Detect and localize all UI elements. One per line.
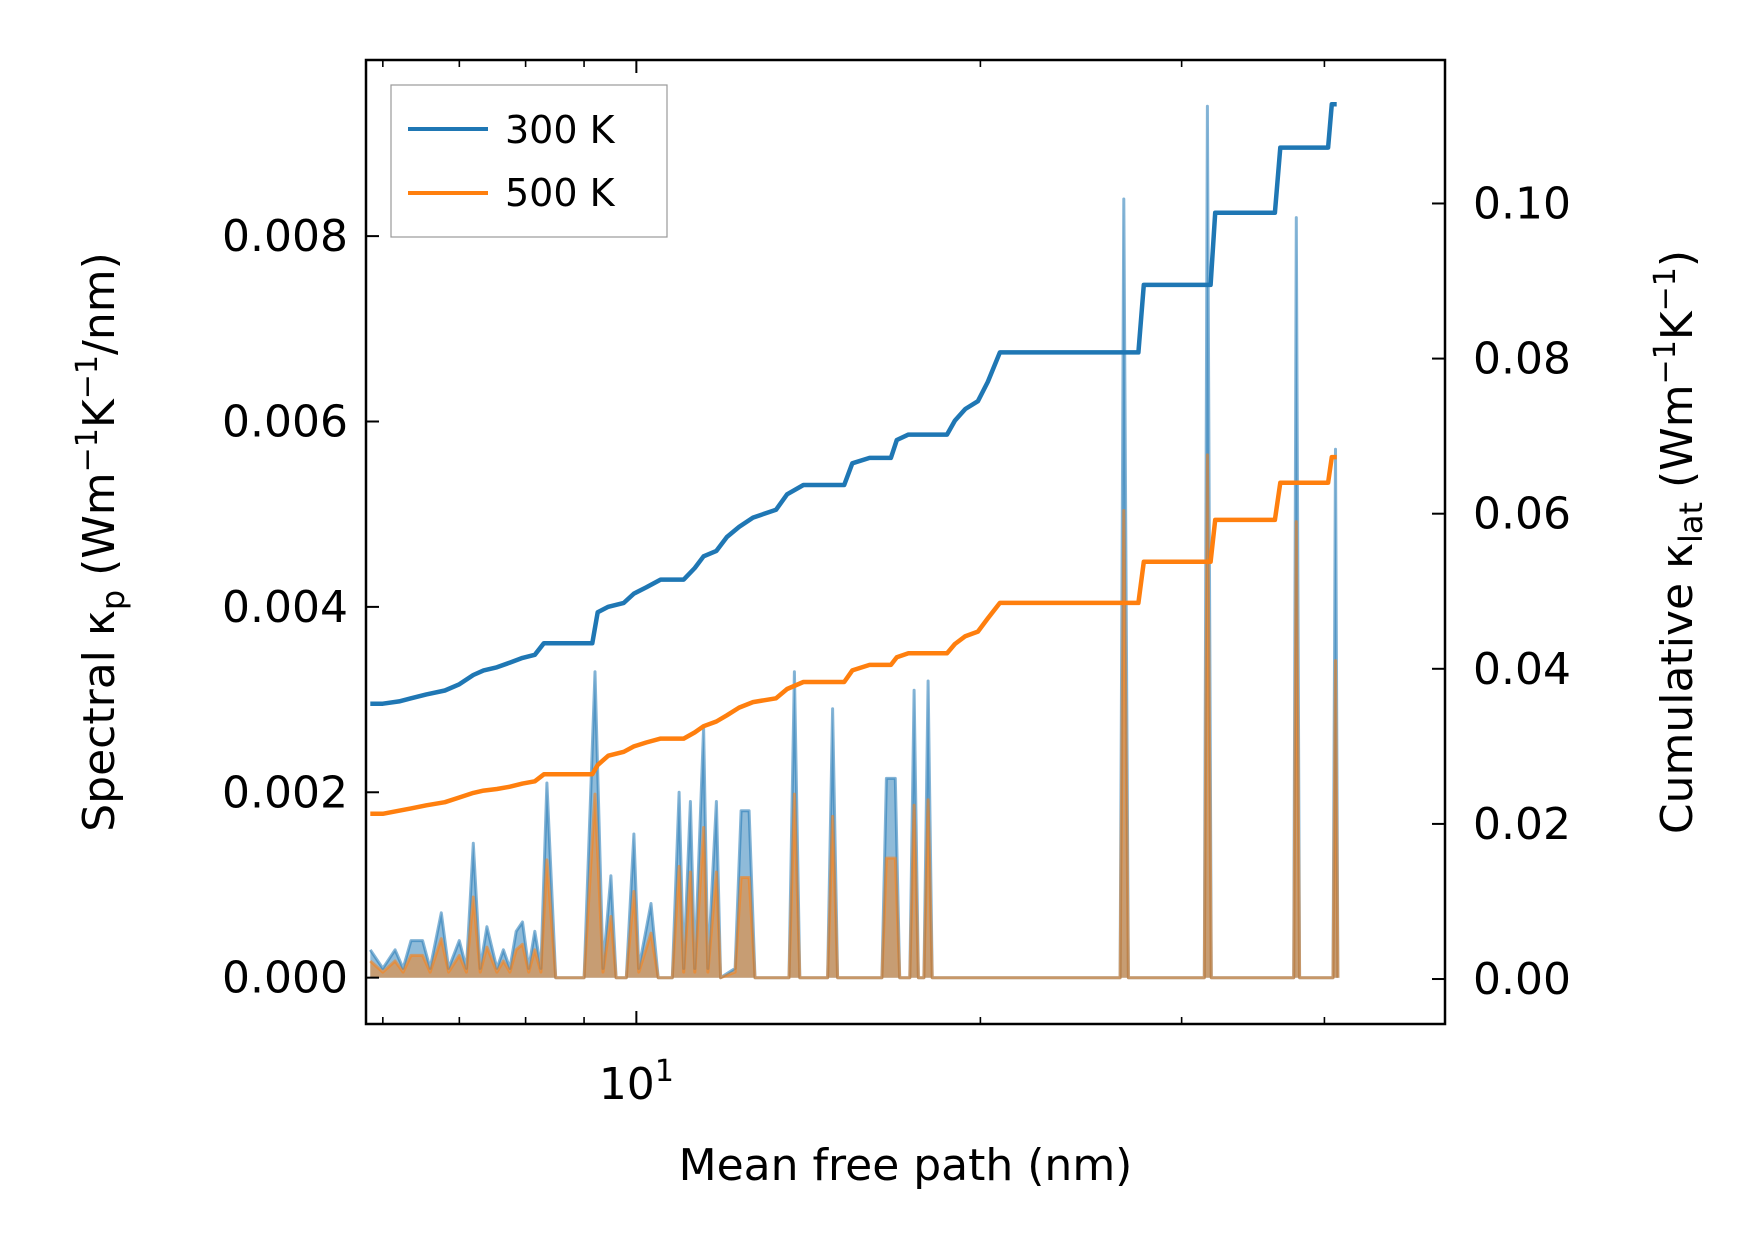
x-tick-label: 101: [599, 1054, 674, 1110]
left-label-sub: p: [94, 590, 132, 610]
left-label-units-mid: K: [74, 398, 125, 428]
left-tick-label: 0.002: [222, 767, 348, 818]
axis-ticks: [366, 60, 1445, 1024]
left-tick-label: 0.004: [222, 582, 348, 633]
tick-labels: 0.000 0.002 0.004 0.006 0.008 0.00 0.02 0.04 0.0…: [222, 178, 1571, 1110]
x-axis-label: Mean free path (nm): [679, 1140, 1133, 1191]
right-label-units-prefix: (Wm: [1652, 384, 1703, 502]
legend-box: [390, 84, 668, 238]
legend: 300 K 500 K: [390, 84, 668, 238]
left-label-units-prefix: (Wm: [74, 472, 125, 590]
right-tick-label: 0.04: [1473, 644, 1571, 695]
left-label-exp1: −1: [70, 428, 105, 472]
right-tick-label: 0.02: [1473, 799, 1571, 850]
right-tick-label: 0.08: [1473, 334, 1571, 385]
spectral-line-500k: [369, 453, 1340, 980]
legend-label-500k: 500 K: [505, 171, 616, 215]
right-y-axis-label: Cumulative κlat (Wm−1K−1): [1648, 250, 1710, 834]
right-tick-label: 0.10: [1473, 178, 1571, 229]
left-label-main: Spectral κ: [74, 610, 125, 832]
left-label-exp2: −1: [70, 355, 105, 399]
cumulative-line-300k: [370, 101, 1337, 706]
right-tick-label: 0.00: [1473, 954, 1571, 1005]
right-label-main: Cumulative κ: [1652, 543, 1703, 834]
cumulative-lines: [370, 101, 1337, 817]
right-label-units-mid: K: [1652, 310, 1703, 340]
left-tick-label: 0.006: [222, 397, 348, 448]
right-label-exp1: −1: [1648, 340, 1683, 384]
plot-frame: [364, 58, 1447, 1026]
left-tick-label: 0.000: [222, 953, 348, 1004]
cumulative-line-500k: [370, 454, 1337, 817]
right-tick-label: 0.06: [1473, 489, 1571, 540]
right-label-sub: lat: [1672, 502, 1710, 543]
right-label-exp2: −1: [1648, 267, 1683, 311]
x-tick-label-base: 10: [599, 1059, 655, 1110]
x-tick-label-exponent: 1: [655, 1054, 674, 1089]
spectral-lines: [369, 104, 1340, 980]
left-label-units-suffix: /nm): [74, 252, 125, 355]
legend-label-300k: 300 K: [505, 108, 616, 152]
left-tick-label: 0.008: [222, 211, 348, 262]
left-y-axis-label: Spectral κp (Wm−1K−1/nm): [70, 252, 132, 832]
right-label-units-suffix: ): [1652, 250, 1703, 267]
